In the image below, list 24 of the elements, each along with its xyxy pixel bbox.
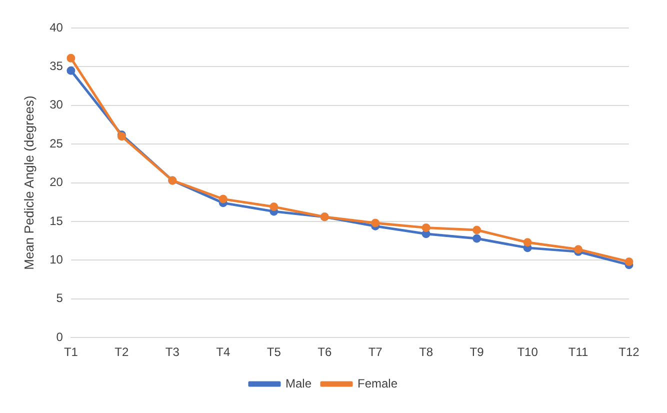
legend-label: Male xyxy=(285,376,312,390)
y-tick-label: 0 xyxy=(56,330,64,344)
x-tick-label: T1 xyxy=(64,345,78,360)
y-tick-label: 10 xyxy=(50,252,64,267)
x-tick-label: T8 xyxy=(419,345,434,360)
y-tick-label: 25 xyxy=(50,136,64,150)
x-tick-label: T10 xyxy=(517,345,538,360)
x-tick-label: T4 xyxy=(216,345,230,360)
y-tick-label: 15 xyxy=(50,214,64,228)
x-tick-label: T12 xyxy=(618,345,640,360)
y-tick-label: 5 xyxy=(56,291,64,306)
y-tick-label: 35 xyxy=(50,59,64,74)
y-tick-label: 20 xyxy=(50,175,64,190)
x-tick-label: T6 xyxy=(318,345,332,360)
x-tick-label: T9 xyxy=(470,345,484,360)
x-tick-label: T7 xyxy=(368,345,383,360)
y-tick-label: 30 xyxy=(50,98,64,112)
x-tick-label: T3 xyxy=(165,345,180,360)
y-axis-title: Mean Pedicle Angle (degrees) xyxy=(21,96,36,270)
x-tick-label: T11 xyxy=(568,345,588,360)
x-tick-label: T5 xyxy=(266,345,282,360)
x-tick-label: T2 xyxy=(114,345,129,360)
legend-label: Female xyxy=(358,376,398,390)
y-tick-label: 40 xyxy=(50,20,64,34)
